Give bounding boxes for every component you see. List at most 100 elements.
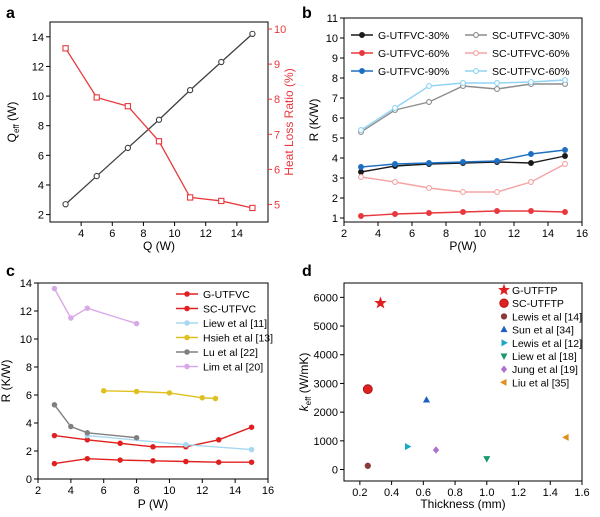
chart-a-xtick-label: 10 [168,228,180,240]
chart-d-point-6 [432,446,440,454]
chart-b-series-line-1 [360,83,565,133]
chart-c-point [248,459,255,465]
chart-c-xlabel: P (W) [138,497,168,511]
chart-a-series-line-1 [65,47,253,209]
chart-a-point [186,86,194,94]
chart-b-point [528,208,534,214]
chart-c-point [133,388,140,395]
chart-b-point [562,161,568,167]
chart-b-point [358,174,364,180]
chart-c-point [215,437,222,443]
chart-a-point [62,201,69,208]
chart-c-point [215,459,222,465]
chart-b-legend-label: SC-UTFVC-60% [492,48,570,60]
chart-d-legend-marker [500,365,508,373]
chart-d-xtick-label: 0.8 [447,487,462,499]
chart-c-xtick-label: 10 [163,485,175,497]
chart-c-point [248,424,255,430]
chart-b-ytick-label: 5 [332,133,338,145]
chart-c-point [117,440,123,447]
chart-c-xtick-label: 12 [196,485,208,497]
chart-b-ytick-label: 6 [332,113,338,125]
chart-a-point [62,45,69,52]
chart-c-legend-marker [184,305,190,312]
chart-c-ytick-label: 8 [26,362,32,374]
chart-a-xlabel: Q (W) [143,239,175,253]
chart-c-ytick-label: 6 [26,390,32,402]
chart-c-point [133,320,140,327]
chart-b-point [494,80,500,86]
chart-a-point [124,144,132,152]
chart-a-right-ytick-label: 9 [274,59,280,71]
chart-b-point [562,209,568,215]
chart-d-ytick-label: 4000 [314,350,338,362]
chart-c-ytick-label: 10 [20,334,32,346]
chart-c-ylabel: R (K/W) [0,360,13,403]
chart-c-legend-label: SC-UTFVC [203,304,256,316]
chart-b-legend-label: SC-UTFVC-30% [492,30,570,42]
chart-c-legend-marker [184,363,190,370]
chart-c-xtick-label: 6 [101,485,107,497]
chart-b-point [358,169,364,175]
chart-b-point [528,151,534,157]
chart-a-xtick-label: 4 [78,228,84,240]
chart-b-point [562,153,568,159]
chart-a-left-ytick-label: 2 [38,210,44,222]
chart-b-point [528,179,534,185]
chart-b-ylabel: R (K/W) [307,99,321,142]
chart-a-xtick-label: 12 [200,228,212,240]
chart-c-point [199,395,206,401]
chart-a-left-ytick-label: 14 [32,32,44,44]
chart-a-left-ytick-label: 8 [38,121,44,133]
chart-b-point [528,160,534,166]
chart-c-legend-label: Lim et al [20] [203,362,263,374]
chart-c-xtick-label: 16 [262,485,274,497]
chart-c-ytick-label: 12 [20,306,32,318]
chart-b-point [562,77,568,83]
chart-a-ylabel-right: Heat Loss Ratio (%) [282,68,296,175]
chart-b-point [494,208,500,214]
chart-d-ytick-label: 2000 [314,407,338,419]
chart-c-series-line-3 [103,390,216,400]
chart-c-legend-label: Liew et al [11] [203,318,267,330]
chart-b-point [426,83,432,89]
chart-a-point [186,194,194,201]
chart-d-ytick-label: 3000 [314,378,338,390]
chart-b-legend-marker [473,68,479,74]
chart-d-point-4 [404,443,412,451]
chart-a-point [124,103,132,110]
chart-b-ytick-label: 9 [332,53,338,65]
chart-d-xlabel: Thickness (mm) [420,497,505,511]
chart-b-ytick-label: 4 [332,153,338,165]
chart-a-point [249,30,256,38]
panel-label-b: b [302,5,312,22]
chart-d-point-2 [364,462,371,469]
chart-c-point [51,402,58,408]
chart-b-xtick-label: 16 [576,228,588,240]
chart-d-legend-label: Lewis et al [14] [512,311,582,323]
chart-a: 4 6 8 10 12 14 2 4 6 8 10 12 14 5 6 7 8 9 10 Q (W) Qeff (W… [5,21,296,253]
chart-c-series-line-4 [53,404,137,439]
chart-d-legend-marker [499,298,509,308]
chart-c-point [150,458,156,464]
chart-c-xtick-label: 8 [134,485,140,497]
chart-b-point [426,185,432,191]
chart-a-right-ytick-label: 10 [274,24,286,36]
chart-a-frame [49,21,269,223]
chart-a-xtick-label: 8 [140,228,146,240]
chart-a-point [93,172,100,180]
chart-d-point-5 [483,456,491,463]
chart-b-ytick-label: 11 [327,13,338,25]
chart-b-point [358,213,364,219]
chart-b-xtick-label: 6 [409,228,415,240]
chart-b-point [426,210,432,216]
chart-a-point [93,94,100,101]
chart-b-xlabel: P(W) [449,239,476,253]
chart-c-point [117,457,123,463]
chart-d-legend-label: Liew et al [18] [512,351,577,363]
chart-c-point [51,460,58,467]
chart-b-ytick-label: 2 [332,193,338,205]
chart-a-point [249,204,256,212]
